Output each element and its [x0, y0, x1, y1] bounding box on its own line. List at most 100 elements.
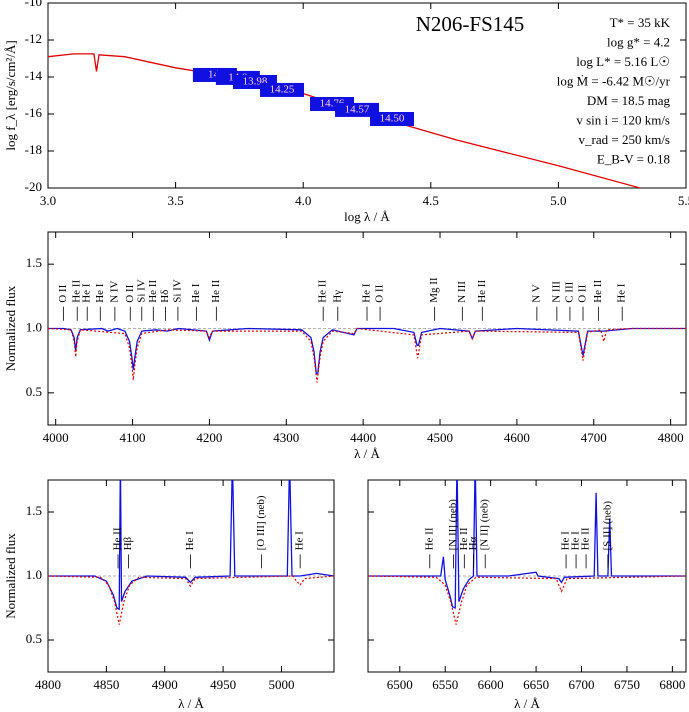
x-axis-label: λ / Å — [354, 446, 380, 461]
x-axis-label: log λ / Å — [344, 209, 390, 224]
x-tick-label: 3.0 — [40, 193, 56, 208]
x-tick-label: 4300 — [273, 430, 299, 445]
photometry-label: 14.50 — [380, 113, 405, 125]
x-axis-label: λ / Å — [514, 696, 540, 711]
x-tick-label: 4.0 — [295, 193, 311, 208]
parameter: log Ṁ = -6.42 M☉/yr — [557, 73, 671, 88]
x-tick-label: 6650 — [523, 677, 549, 692]
line-id-label: He I — [294, 531, 306, 551]
y-tick-label: -14 — [25, 68, 43, 83]
spectrum-line — [48, 53, 641, 188]
line-id-label: He I — [361, 283, 373, 303]
line-id-label: He I — [94, 283, 106, 303]
line-id-label: Si IV — [171, 279, 183, 303]
parameter: v_rad = 250 km/s — [579, 132, 670, 147]
line-id-label: He II — [580, 527, 592, 550]
line-id-label: He II — [210, 280, 222, 303]
parameter: DM = 18.5 mag — [587, 93, 671, 108]
line-id-label: He II — [423, 527, 435, 550]
x-tick-label: 4000 — [43, 430, 69, 445]
x-tick-label: 4100 — [120, 430, 146, 445]
spectrum-line — [48, 327, 686, 375]
line-id-label: He II — [458, 527, 470, 550]
spectrum-line — [48, 575, 334, 625]
chart-title: N206-FS145 — [416, 12, 525, 36]
x-tick-label: 4700 — [581, 430, 607, 445]
line-id-label: N V — [530, 284, 542, 302]
line-id-label: Si IV — [135, 279, 147, 303]
line-id-label: He II — [476, 280, 488, 303]
line-id-label: He I — [190, 283, 202, 303]
line-id-label: He II — [592, 280, 604, 303]
y-tick-label: 1.0 — [26, 319, 42, 334]
x-tick-label: 5000 — [268, 677, 294, 692]
x-tick-label: 4800 — [658, 430, 684, 445]
x-tick-label: 4500 — [427, 430, 453, 445]
y-tick-label: 1.5 — [26, 255, 42, 270]
plot-frame — [47, 2, 687, 189]
line-id-label: Hβ — [122, 536, 134, 550]
y-axis-label: Normalized flux — [3, 285, 18, 371]
line-id-label: [S II] (neb) — [601, 501, 613, 551]
line-id-label: Hα — [467, 536, 479, 550]
photometry-label: 14.57 — [345, 103, 370, 115]
line-id-label: He II — [147, 280, 159, 303]
y-tick-label: 0.5 — [26, 631, 42, 646]
y-axis-label: log f_λ [erg/s/cm²/Å] — [3, 40, 18, 150]
line-id-label: O II — [124, 284, 136, 302]
y-tick-label: -10 — [25, 0, 42, 9]
x-tick-label: 4600 — [504, 430, 530, 445]
parameter: log L* = 5.16 L☉ — [576, 54, 670, 69]
spectrum-line — [368, 575, 686, 625]
x-tick-label: 4800 — [35, 677, 61, 692]
spectrum-line — [48, 327, 686, 383]
x-tick-label: 4.5 — [423, 193, 439, 208]
parameter: T* = 35 kK — [610, 15, 671, 30]
x-tick-label: 4200 — [196, 430, 222, 445]
line-id-label: O II — [577, 284, 589, 302]
spectrum-line — [48, 480, 334, 611]
y-tick-label: 0.5 — [26, 384, 42, 399]
line-id-label: Hγ — [331, 290, 343, 303]
line-id-label: Hδ — [159, 290, 171, 303]
line-id-label: He I — [616, 283, 628, 303]
x-tick-label: 6500 — [387, 677, 413, 692]
line-id-label: He I — [184, 531, 196, 551]
x-tick-label: 3.5 — [167, 193, 183, 208]
x-tick-label: 5.5 — [678, 193, 689, 208]
x-tick-label: 6600 — [478, 677, 504, 692]
line-id-label: N IV — [108, 280, 120, 302]
x-tick-label: 5.0 — [550, 193, 566, 208]
line-id-label: [O III] (neb) — [255, 495, 267, 550]
spectrum-line — [368, 480, 686, 610]
line-id-label: He I — [560, 531, 572, 551]
y-tick-label: -16 — [25, 105, 43, 120]
line-id-label: He II — [71, 280, 83, 303]
line-id-label: [N II] (neb) — [447, 499, 459, 551]
line-id-label: C III — [563, 281, 575, 302]
photometry-label: 14.25 — [270, 83, 295, 95]
x-tick-label: 4950 — [210, 677, 236, 692]
line-id-label: O II — [374, 284, 386, 302]
y-axis-label: Normalized flux — [3, 533, 18, 619]
line-id-label: [N II] (neb) — [479, 499, 491, 551]
x-tick-label: 6550 — [432, 677, 458, 692]
line-id-label: O II — [57, 284, 69, 302]
y-tick-label: -20 — [25, 179, 42, 194]
parameter: log g* = 4.2 — [607, 34, 670, 49]
y-tick-label: 1.5 — [26, 503, 42, 518]
parameter: v sin i = 120 km/s — [576, 112, 670, 127]
line-id-label: He I — [570, 531, 582, 551]
parameter: E_B-V = 0.18 — [597, 151, 670, 166]
x-tick-label: 6700 — [569, 677, 595, 692]
x-tick-label: 4900 — [152, 677, 178, 692]
y-tick-label: -18 — [25, 142, 42, 157]
line-id-label: N III — [456, 281, 468, 303]
line-id-label: He I — [81, 283, 93, 303]
x-tick-label: 6800 — [659, 677, 685, 692]
line-id-label: Mg II — [428, 277, 440, 303]
line-id-label: He II — [112, 527, 124, 550]
photometry-box — [370, 111, 415, 126]
line-id-label: N III — [550, 281, 562, 303]
